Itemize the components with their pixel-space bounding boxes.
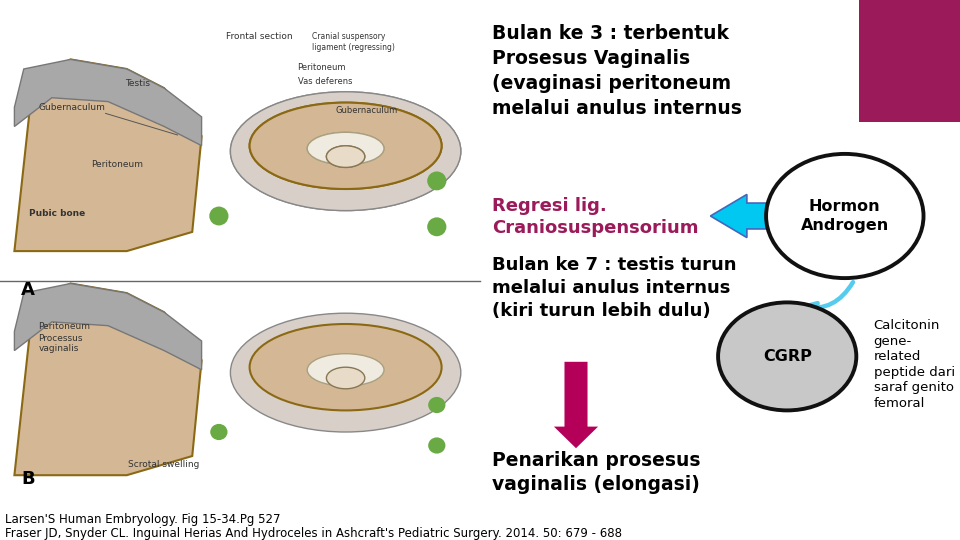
Text: Frontal section: Frontal section bbox=[226, 32, 293, 42]
Ellipse shape bbox=[250, 324, 442, 410]
Ellipse shape bbox=[307, 132, 384, 165]
Ellipse shape bbox=[326, 146, 365, 167]
Ellipse shape bbox=[326, 367, 365, 389]
PathPatch shape bbox=[14, 284, 202, 370]
Ellipse shape bbox=[428, 437, 445, 454]
Ellipse shape bbox=[326, 146, 365, 167]
Text: Pubic bone: Pubic bone bbox=[29, 209, 85, 218]
Text: Gubernaculum: Gubernaculum bbox=[336, 106, 398, 116]
Text: CGRP: CGRP bbox=[763, 349, 811, 364]
Ellipse shape bbox=[427, 217, 446, 237]
PathPatch shape bbox=[14, 59, 202, 251]
Text: Gubernaculum: Gubernaculum bbox=[38, 104, 106, 112]
Text: Peritoneum: Peritoneum bbox=[91, 160, 143, 170]
PathPatch shape bbox=[14, 284, 202, 475]
Ellipse shape bbox=[428, 397, 445, 413]
Ellipse shape bbox=[230, 92, 461, 211]
Ellipse shape bbox=[427, 172, 446, 190]
FancyArrow shape bbox=[710, 194, 766, 238]
Text: Peritoneum: Peritoneum bbox=[38, 322, 90, 332]
PathPatch shape bbox=[14, 59, 202, 146]
Text: Larsen'S Human Embryology. Fig 15-34.Pg 527: Larsen'S Human Embryology. Fig 15-34.Pg … bbox=[5, 513, 280, 526]
Ellipse shape bbox=[209, 206, 228, 226]
Text: Penarikan prosesus
vaginalis (elongasi): Penarikan prosesus vaginalis (elongasi) bbox=[492, 451, 701, 494]
Text: Bulan ke 7 : testis turun
melalui anulus internus
(kiri turun lebih dulu): Bulan ke 7 : testis turun melalui anulus… bbox=[492, 256, 737, 320]
Bar bbox=[859, 0, 960, 122]
Ellipse shape bbox=[250, 103, 442, 189]
Text: Calcitonin
gene-
related
peptide dari
saraf genito
femoral: Calcitonin gene- related peptide dari sa… bbox=[874, 319, 955, 410]
Text: Bulan ke 3 : terbentuk
Prosesus Vaginalis
(evaginasi peritoneum
melalui anulus i: Bulan ke 3 : terbentuk Prosesus Vaginali… bbox=[492, 24, 742, 118]
Text: A: A bbox=[21, 281, 35, 299]
Text: Scrotal swelling: Scrotal swelling bbox=[128, 460, 199, 469]
Text: Processus
vaginalis: Processus vaginalis bbox=[38, 334, 83, 353]
Text: Vas deferens: Vas deferens bbox=[298, 77, 352, 86]
Ellipse shape bbox=[718, 302, 856, 410]
Ellipse shape bbox=[230, 92, 461, 211]
Text: Peritoneum: Peritoneum bbox=[298, 63, 347, 72]
Ellipse shape bbox=[307, 354, 384, 386]
FancyArrow shape bbox=[554, 362, 598, 448]
Text: Fraser JD, Snyder CL. Inguinal Herias And Hydroceles in Ashcraft's Pediatric Sur: Fraser JD, Snyder CL. Inguinal Herias An… bbox=[5, 526, 622, 539]
Ellipse shape bbox=[250, 103, 442, 189]
Bar bbox=[0, 8, 480, 510]
Text: Regresi lig.
Craniosuspensorium: Regresi lig. Craniosuspensorium bbox=[492, 197, 699, 237]
Text: B: B bbox=[21, 470, 35, 488]
Text: Testis: Testis bbox=[125, 79, 150, 89]
Text: Cranial suspensory
ligament (regressing): Cranial suspensory ligament (regressing) bbox=[312, 32, 395, 52]
Ellipse shape bbox=[230, 313, 461, 432]
Ellipse shape bbox=[210, 424, 228, 440]
Text: Hormon
Androgen: Hormon Androgen bbox=[801, 199, 889, 233]
Ellipse shape bbox=[766, 154, 924, 278]
Ellipse shape bbox=[307, 132, 384, 165]
